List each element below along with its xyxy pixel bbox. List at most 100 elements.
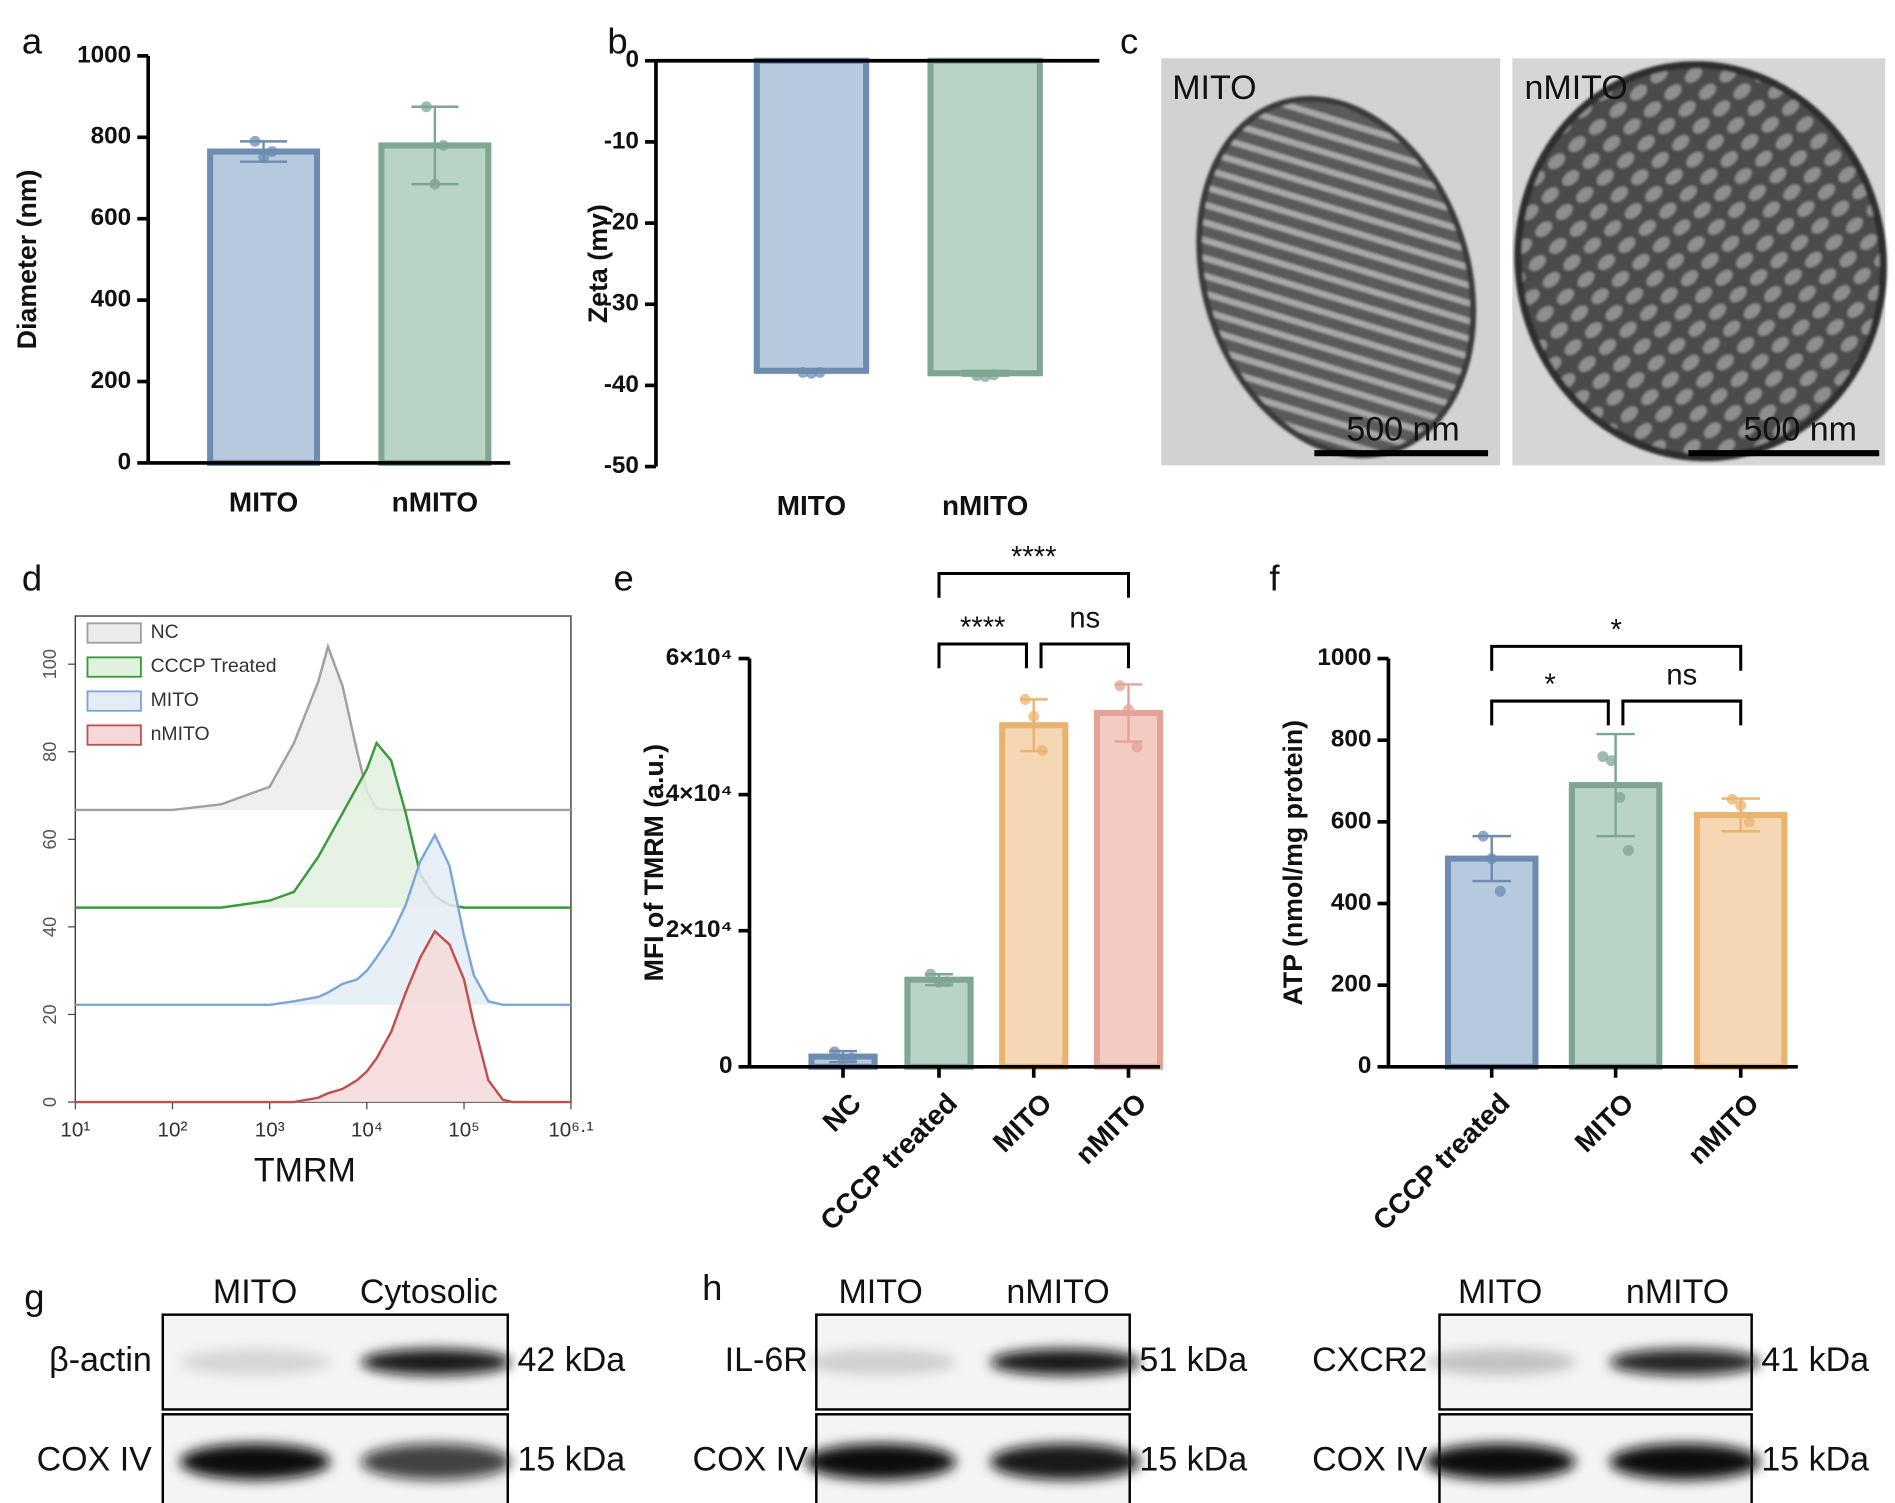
y-tick-label: 20 — [40, 1004, 60, 1024]
size-label: 15 kDa — [1139, 1441, 1247, 1479]
bar — [207, 148, 321, 466]
scale-bar-label: 500 nm — [1744, 410, 1857, 448]
data-point — [805, 367, 817, 379]
blot-band — [1609, 1348, 1761, 1376]
y-tick-label: 40 — [40, 917, 60, 937]
y-tick-label: 600 — [91, 204, 132, 231]
y-tick-label: -20 — [604, 209, 639, 236]
data-point — [1486, 853, 1498, 865]
data-point — [797, 366, 809, 378]
data-point — [1726, 793, 1738, 805]
x-tick-label: 10⁵ — [448, 1119, 480, 1142]
scale-bar-label: 500 nm — [1346, 410, 1459, 448]
bar — [378, 142, 492, 466]
histogram-line — [75, 740, 571, 909]
blot-band — [990, 1348, 1141, 1376]
blot-band — [1424, 1443, 1576, 1480]
y-tick-label: 0 — [1358, 1052, 1372, 1079]
bar — [999, 722, 1069, 1070]
y-tick-label: 0 — [118, 448, 132, 475]
size-label: 42 kDa — [517, 1341, 625, 1379]
blot-band — [805, 1443, 957, 1480]
data-point — [971, 370, 983, 382]
column-label: MITO — [1458, 1273, 1542, 1311]
y-tick-label: 4×10⁴ — [666, 780, 733, 807]
bar — [927, 57, 1043, 377]
bar — [1093, 709, 1164, 1070]
significance-label: * — [1611, 615, 1622, 647]
histogram-line — [75, 929, 571, 1104]
data-point — [979, 371, 991, 382]
y-tick-label: 2×10⁴ — [666, 916, 733, 943]
significance-bracket — [937, 571, 1131, 598]
x-tick-label: nMITO — [942, 490, 1028, 521]
y-tick-label: 0 — [719, 1052, 733, 1079]
y-tick-label: 60 — [40, 829, 60, 849]
bar — [1693, 811, 1788, 1070]
blot-band — [360, 1443, 512, 1480]
y-tick-label: 800 — [1331, 726, 1372, 753]
y-axis-label: Diameter (nm) — [12, 170, 42, 350]
significance-bracket — [1490, 699, 1610, 726]
y-tick-label: 800 — [91, 123, 132, 150]
y-tick-label: 80 — [40, 742, 60, 762]
row-label: COX IV — [37, 1441, 153, 1479]
legend-label: CCCP Treated — [151, 655, 277, 677]
data-point — [1114, 680, 1126, 692]
significance-bracket — [1039, 642, 1131, 669]
histogram-line — [75, 832, 571, 1007]
y-tick-label: 100 — [40, 649, 60, 679]
data-point — [1028, 710, 1040, 722]
size-label: 41 kDa — [1761, 1341, 1869, 1379]
significance-label: ns — [1069, 602, 1100, 634]
x-tick-label: NC — [817, 1087, 867, 1137]
data-point — [942, 976, 953, 988]
data-point — [846, 1052, 858, 1064]
y-axis-label: ATP (nmol/mg protein) — [1278, 720, 1308, 1006]
significance-bracket — [1621, 699, 1743, 726]
blot-band — [179, 1348, 331, 1376]
data-point — [1019, 693, 1031, 705]
data-point — [837, 1054, 849, 1066]
column-label: Cytosolic — [360, 1273, 498, 1311]
data-point — [1597, 751, 1609, 762]
legend-label: MITO — [151, 689, 199, 711]
legend-swatch — [86, 656, 142, 678]
panel-letter: e — [613, 557, 633, 598]
y-tick-label: 200 — [91, 367, 132, 394]
data-point — [1735, 800, 1747, 811]
blot-band — [990, 1443, 1141, 1480]
row-label: IL-6R — [725, 1341, 808, 1379]
blot-band — [1424, 1348, 1576, 1376]
x-tick-label: MITO — [1569, 1087, 1640, 1158]
data-point — [258, 152, 270, 164]
panel-letter: g — [24, 1277, 44, 1318]
significance-label: **** — [1011, 542, 1056, 574]
bar — [753, 57, 870, 374]
data-point — [1036, 744, 1048, 756]
data-point — [249, 135, 261, 147]
data-point — [420, 101, 432, 113]
x-tick-label: nMITO — [1682, 1087, 1765, 1170]
data-point — [933, 976, 945, 988]
panel-letter: a — [22, 20, 43, 61]
data-point — [988, 369, 1000, 381]
x-tick-label: nMITO — [1070, 1087, 1153, 1170]
bar — [904, 976, 974, 1070]
panel-letter: f — [1269, 557, 1280, 598]
y-tick-label: 0 — [625, 46, 639, 73]
legend-swatch — [86, 724, 142, 746]
y-tick-label: -50 — [604, 452, 639, 479]
size-label: 15 kDa — [517, 1441, 625, 1479]
legend-label: NC — [151, 621, 179, 643]
size-label: 15 kDa — [1761, 1441, 1869, 1479]
row-label: β-actin — [49, 1341, 152, 1379]
y-tick-label: 1000 — [77, 41, 131, 68]
x-tick-label: 10⁶·¹ — [548, 1119, 593, 1142]
legend-swatch — [86, 622, 142, 644]
panel-letter: h — [702, 1267, 722, 1308]
bar — [1444, 855, 1539, 1070]
y-tick-label: 200 — [1331, 971, 1372, 998]
